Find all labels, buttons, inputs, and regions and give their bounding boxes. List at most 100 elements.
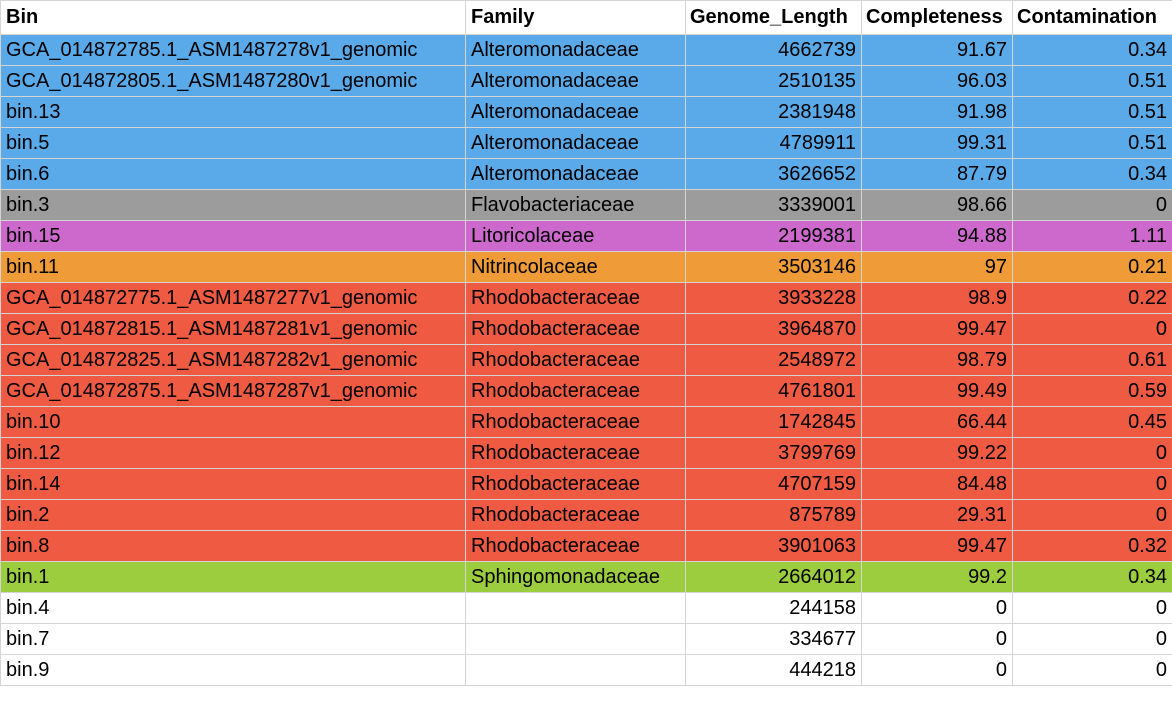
cell-contamination[interactable]: 0.22 <box>1012 282 1172 314</box>
cell-completeness[interactable]: 98.79 <box>861 344 1013 376</box>
column-header-family[interactable]: Family <box>465 0 686 35</box>
cell-genome-length[interactable]: 2548972 <box>685 344 862 376</box>
cell-contamination[interactable]: 0.21 <box>1012 251 1172 283</box>
cell-contamination[interactable]: 0 <box>1012 592 1172 624</box>
cell-contamination[interactable]: 1.11 <box>1012 220 1172 252</box>
cell-contamination[interactable]: 0.51 <box>1012 65 1172 97</box>
cell-completeness[interactable]: 84.48 <box>861 468 1013 500</box>
cell-bin[interactable]: bin.6 <box>0 158 466 190</box>
table-row[interactable]: bin.4 244158 0 0 <box>0 592 1172 624</box>
cell-bin[interactable]: bin.10 <box>0 406 466 438</box>
cell-bin[interactable]: GCA_014872805.1_ASM1487280v1_genomic <box>0 65 466 97</box>
cell-completeness[interactable]: 91.98 <box>861 96 1013 128</box>
cell-genome-length[interactable]: 444218 <box>685 654 862 686</box>
table-row[interactable]: bin.1 Sphingomonadaceae 2664012 99.2 0.34 <box>0 561 1172 593</box>
table-row[interactable]: bin.10 Rhodobacteraceae 1742845 66.44 0.45 <box>0 406 1172 438</box>
cell-family[interactable]: Rhodobacteraceae <box>465 344 686 376</box>
cell-contamination[interactable]: 0.45 <box>1012 406 1172 438</box>
cell-contamination[interactable]: 0 <box>1012 654 1172 686</box>
cell-bin[interactable]: bin.3 <box>0 189 466 221</box>
cell-family[interactable]: Rhodobacteraceae <box>465 406 686 438</box>
cell-completeness[interactable]: 94.88 <box>861 220 1013 252</box>
cell-genome-length[interactable]: 3933228 <box>685 282 862 314</box>
cell-family[interactable]: Litoricolaceae <box>465 220 686 252</box>
cell-bin[interactable]: bin.7 <box>0 623 466 655</box>
cell-completeness[interactable]: 0 <box>861 592 1013 624</box>
cell-genome-length[interactable]: 3626652 <box>685 158 862 190</box>
cell-bin[interactable]: GCA_014872825.1_ASM1487282v1_genomic <box>0 344 466 376</box>
table-row[interactable]: GCA_014872875.1_ASM1487287v1_genomic Rhod… <box>0 375 1172 407</box>
cell-genome-length[interactable]: 3901063 <box>685 530 862 562</box>
cell-contamination[interactable]: 0.51 <box>1012 127 1172 159</box>
cell-genome-length[interactable]: 3339001 <box>685 189 862 221</box>
cell-completeness[interactable]: 87.79 <box>861 158 1013 190</box>
cell-bin[interactable]: bin.2 <box>0 499 466 531</box>
cell-bin[interactable]: bin.5 <box>0 127 466 159</box>
cell-family[interactable]: Rhodobacteraceae <box>465 468 686 500</box>
table-row[interactable]: GCA_014872825.1_ASM1487282v1_genomic Rhod… <box>0 344 1172 376</box>
cell-family[interactable]: Rhodobacteraceae <box>465 437 686 469</box>
table-row[interactable]: bin.14 Rhodobacteraceae 4707159 84.48 0 <box>0 468 1172 500</box>
cell-completeness[interactable]: 99.31 <box>861 127 1013 159</box>
table-row[interactable]: bin.5 Alteromonadaceae 4789911 99.31 0.51 <box>0 127 1172 159</box>
cell-completeness[interactable]: 98.9 <box>861 282 1013 314</box>
cell-bin[interactable]: bin.14 <box>0 468 466 500</box>
cell-genome-length[interactable]: 2381948 <box>685 96 862 128</box>
cell-bin[interactable]: bin.4 <box>0 592 466 624</box>
table-row[interactable]: bin.12 Rhodobacteraceae 3799769 99.22 0 <box>0 437 1172 469</box>
cell-genome-length[interactable]: 875789 <box>685 499 862 531</box>
cell-genome-length[interactable]: 244158 <box>685 592 862 624</box>
cell-family[interactable]: Sphingomonadaceae <box>465 561 686 593</box>
cell-bin[interactable]: bin.13 <box>0 96 466 128</box>
cell-genome-length[interactable]: 3964870 <box>685 313 862 345</box>
cell-contamination[interactable]: 0 <box>1012 623 1172 655</box>
cell-completeness[interactable]: 91.67 <box>861 34 1013 66</box>
cell-genome-length[interactable]: 2199381 <box>685 220 862 252</box>
cell-family[interactable]: Rhodobacteraceae <box>465 313 686 345</box>
cell-contamination[interactable]: 0.32 <box>1012 530 1172 562</box>
cell-bin[interactable]: bin.9 <box>0 654 466 686</box>
table-row[interactable]: GCA_014872815.1_ASM1487281v1_genomic Rhod… <box>0 313 1172 345</box>
table-row[interactable]: bin.9 444218 0 0 <box>0 654 1172 686</box>
table-row[interactable]: GCA_014872785.1_ASM1487278v1_genomic Alte… <box>0 34 1172 66</box>
cell-genome-length[interactable]: 4662739 <box>685 34 862 66</box>
cell-family[interactable]: Rhodobacteraceae <box>465 530 686 562</box>
cell-bin[interactable]: bin.1 <box>0 561 466 593</box>
cell-genome-length[interactable]: 2510135 <box>685 65 862 97</box>
cell-genome-length[interactable]: 334677 <box>685 623 862 655</box>
cell-completeness[interactable]: 99.22 <box>861 437 1013 469</box>
cell-completeness[interactable]: 0 <box>861 654 1013 686</box>
cell-family[interactable] <box>465 623 686 655</box>
cell-family[interactable]: Rhodobacteraceae <box>465 282 686 314</box>
cell-family[interactable]: Alteromonadaceae <box>465 158 686 190</box>
cell-bin[interactable]: GCA_014872785.1_ASM1487278v1_genomic <box>0 34 466 66</box>
cell-genome-length[interactable]: 3503146 <box>685 251 862 283</box>
column-header-bin[interactable]: Bin <box>0 0 466 35</box>
cell-completeness[interactable]: 99.47 <box>861 530 1013 562</box>
cell-bin[interactable]: GCA_014872875.1_ASM1487287v1_genomic <box>0 375 466 407</box>
table-row[interactable]: bin.3 Flavobacteriaceae 3339001 98.66 0 <box>0 189 1172 221</box>
cell-contamination[interactable]: 0.34 <box>1012 561 1172 593</box>
cell-contamination[interactable]: 0.61 <box>1012 344 1172 376</box>
cell-family[interactable] <box>465 654 686 686</box>
cell-completeness[interactable]: 99.49 <box>861 375 1013 407</box>
cell-completeness[interactable]: 96.03 <box>861 65 1013 97</box>
cell-family[interactable]: Rhodobacteraceae <box>465 499 686 531</box>
cell-family[interactable]: Nitrincolaceae <box>465 251 686 283</box>
cell-contamination[interactable]: 0 <box>1012 437 1172 469</box>
cell-completeness[interactable]: 99.47 <box>861 313 1013 345</box>
table-row[interactable]: bin.6 Alteromonadaceae 3626652 87.79 0.34 <box>0 158 1172 190</box>
cell-bin[interactable]: bin.12 <box>0 437 466 469</box>
cell-bin[interactable]: GCA_014872815.1_ASM1487281v1_genomic <box>0 313 466 345</box>
cell-family[interactable]: Alteromonadaceae <box>465 65 686 97</box>
cell-completeness[interactable]: 0 <box>861 623 1013 655</box>
cell-contamination[interactable]: 0.51 <box>1012 96 1172 128</box>
cell-completeness[interactable]: 29.31 <box>861 499 1013 531</box>
cell-contamination[interactable]: 0.34 <box>1012 34 1172 66</box>
table-row[interactable]: bin.11 Nitrincolaceae 3503146 97 0.21 <box>0 251 1172 283</box>
cell-genome-length[interactable]: 4761801 <box>685 375 862 407</box>
table-row[interactable]: bin.8 Rhodobacteraceae 3901063 99.47 0.32 <box>0 530 1172 562</box>
cell-genome-length[interactable]: 4789911 <box>685 127 862 159</box>
cell-genome-length[interactable]: 4707159 <box>685 468 862 500</box>
cell-completeness[interactable]: 98.66 <box>861 189 1013 221</box>
